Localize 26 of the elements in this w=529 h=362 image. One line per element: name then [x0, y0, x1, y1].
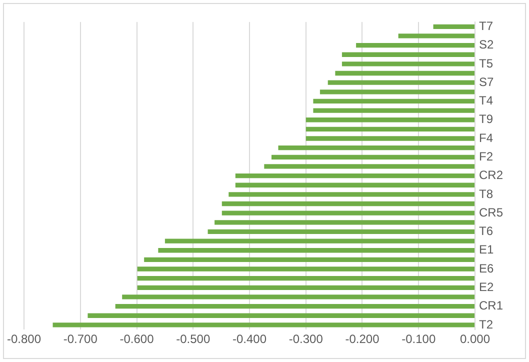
y-tick-label: T4 [478, 94, 494, 108]
y-tick-label: F2 [478, 149, 494, 164]
y-tick-label: CR5 [478, 205, 504, 220]
x-tick-label: -0.400 [232, 332, 267, 346]
y-tick-label: E6 [478, 261, 494, 276]
y-tick-label: CR2 [478, 168, 504, 182]
y-tick-label: E2 [478, 280, 494, 294]
x-tick-label: -0.700 [63, 332, 98, 346]
y-tick-label: E1 [478, 242, 494, 257]
x-tick-label: -0.300 [288, 332, 324, 346]
y-tick-label: F4 [478, 130, 494, 145]
y-tick-label: T5 [478, 56, 494, 70]
y-tick-label: S2 [478, 38, 494, 52]
y-tick-label: T2 [478, 317, 494, 332]
x-tick-label: -0.500 [176, 332, 210, 346]
x-tick-label: -0.200 [345, 332, 380, 346]
x-tick-label: -0.600 [120, 332, 154, 346]
y-tick-label: T6 [478, 224, 494, 238]
x-tick-label: -0.100 [402, 332, 436, 346]
y-tick-label: T8 [478, 186, 494, 201]
y-tick-label: T7 [478, 18, 494, 33]
y-tick-label: S7 [478, 74, 494, 89]
x-tick-label: 0.000 [460, 332, 490, 346]
y-tick-label: CR1 [478, 298, 504, 313]
y-tick-label: T9 [478, 112, 494, 126]
x-tick-label: -0.800 [6, 332, 42, 346]
